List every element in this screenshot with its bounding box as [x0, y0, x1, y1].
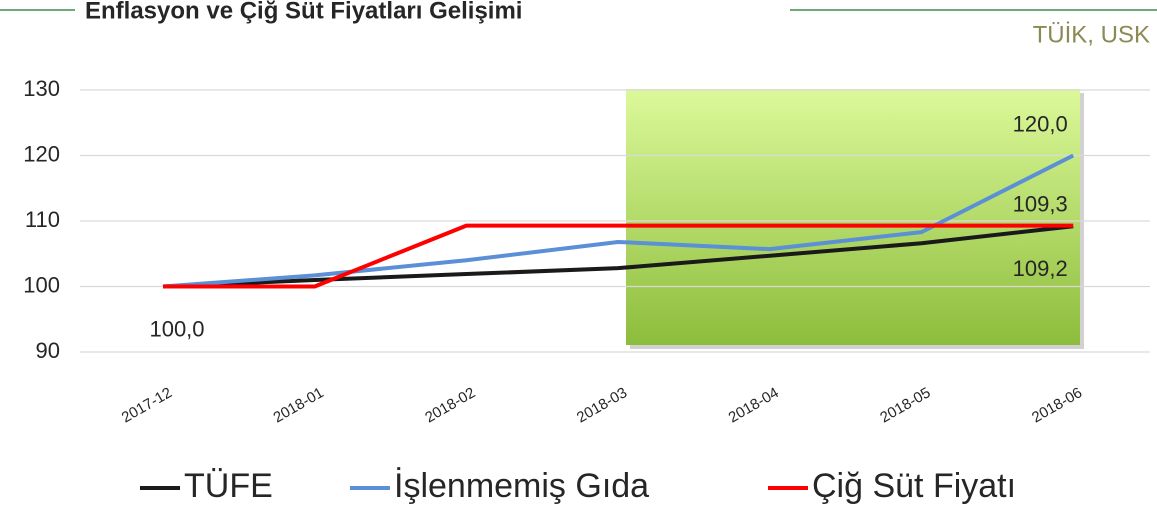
x-tick-label: 2018-04 — [726, 384, 782, 426]
y-tick-label: 130 — [23, 76, 60, 101]
data-label: 109,3 — [1013, 191, 1068, 216]
series-line — [163, 223, 1074, 289]
y-tick-label: 120 — [23, 141, 60, 166]
series-line — [162, 153, 1075, 289]
data-label: 109,2 — [1013, 256, 1068, 281]
y-tick-label: 100 — [23, 272, 60, 297]
x-tick-label: 2018-02 — [422, 384, 478, 426]
y-tick-label: 90 — [36, 338, 60, 363]
series-line — [162, 224, 1074, 289]
x-tick-label: 2018-03 — [574, 384, 630, 426]
x-tick-label: 2017-12 — [119, 384, 175, 426]
legend-label: İşlenmemiş Gıda — [394, 467, 649, 505]
data-label: 100,0 — [149, 316, 204, 341]
legend-label: Çiğ Süt Fiyatı — [812, 467, 1016, 505]
data-label: 120,0 — [1013, 111, 1068, 136]
highlight-box — [626, 89, 1080, 345]
x-tick-label: 2018-05 — [877, 384, 933, 426]
legend-label: TÜFE — [184, 467, 273, 505]
source: TÜİK, USK — [1033, 21, 1150, 48]
y-tick-label: 110 — [25, 207, 60, 232]
x-tick-label: 2018-01 — [270, 384, 326, 426]
chart-title: Enflasyon ve Çiğ Süt Fiyatları Gelişimi — [85, 0, 522, 24]
x-tick-label: 2018-06 — [1029, 384, 1085, 426]
